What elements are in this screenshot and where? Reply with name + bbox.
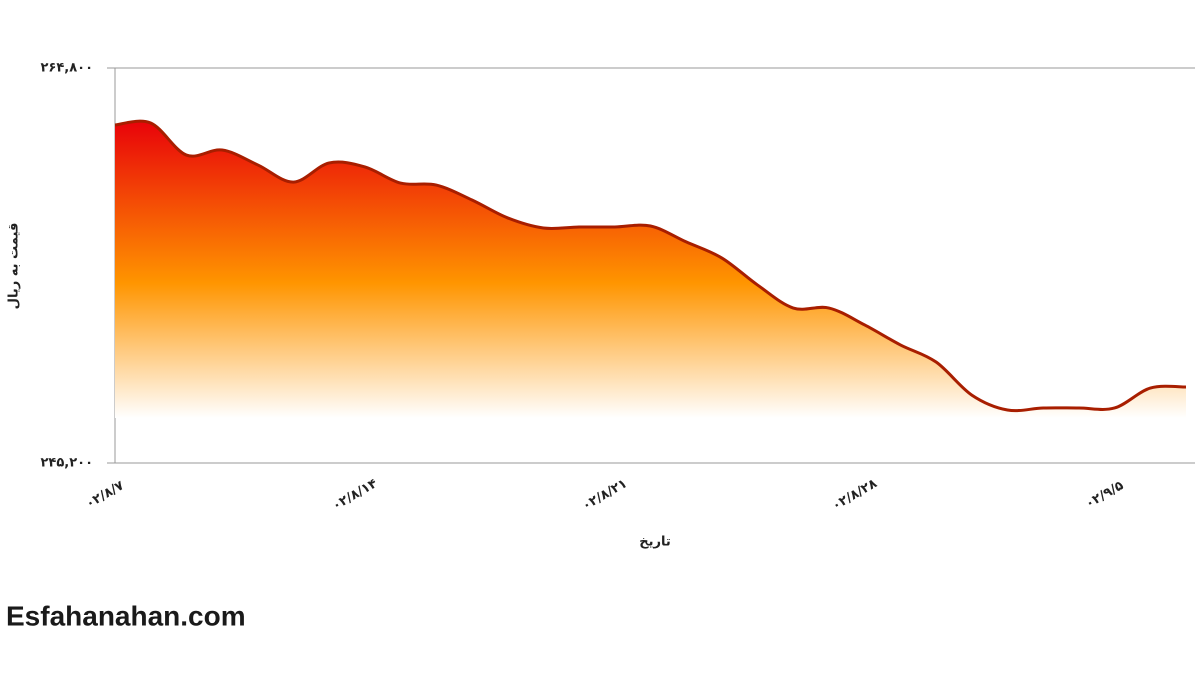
x-tick-label: ۰۲/۸/۲۱ — [580, 476, 630, 514]
y-tick-label: ۲۴۵,۲۰۰ — [40, 456, 93, 471]
y-axis-label: قیمت به ریال — [7, 223, 22, 310]
x-tick-label: ۰۲/۸/۱۴ — [330, 476, 380, 514]
x-tick-label: ۰۲/۸/۷ — [83, 478, 126, 512]
x-axis-label: تاریخ — [639, 535, 671, 550]
y-tick-label: ۲۶۴,۸۰۰ — [40, 61, 93, 76]
watermark: Esfahanahan.com — [6, 600, 246, 631]
x-tick-label: ۰۲/۹/۵ — [1083, 478, 1126, 512]
area-fill — [115, 121, 1186, 419]
x-tick-label: ۰۲/۸/۲۸ — [830, 476, 880, 514]
line — [114, 119, 1187, 413]
